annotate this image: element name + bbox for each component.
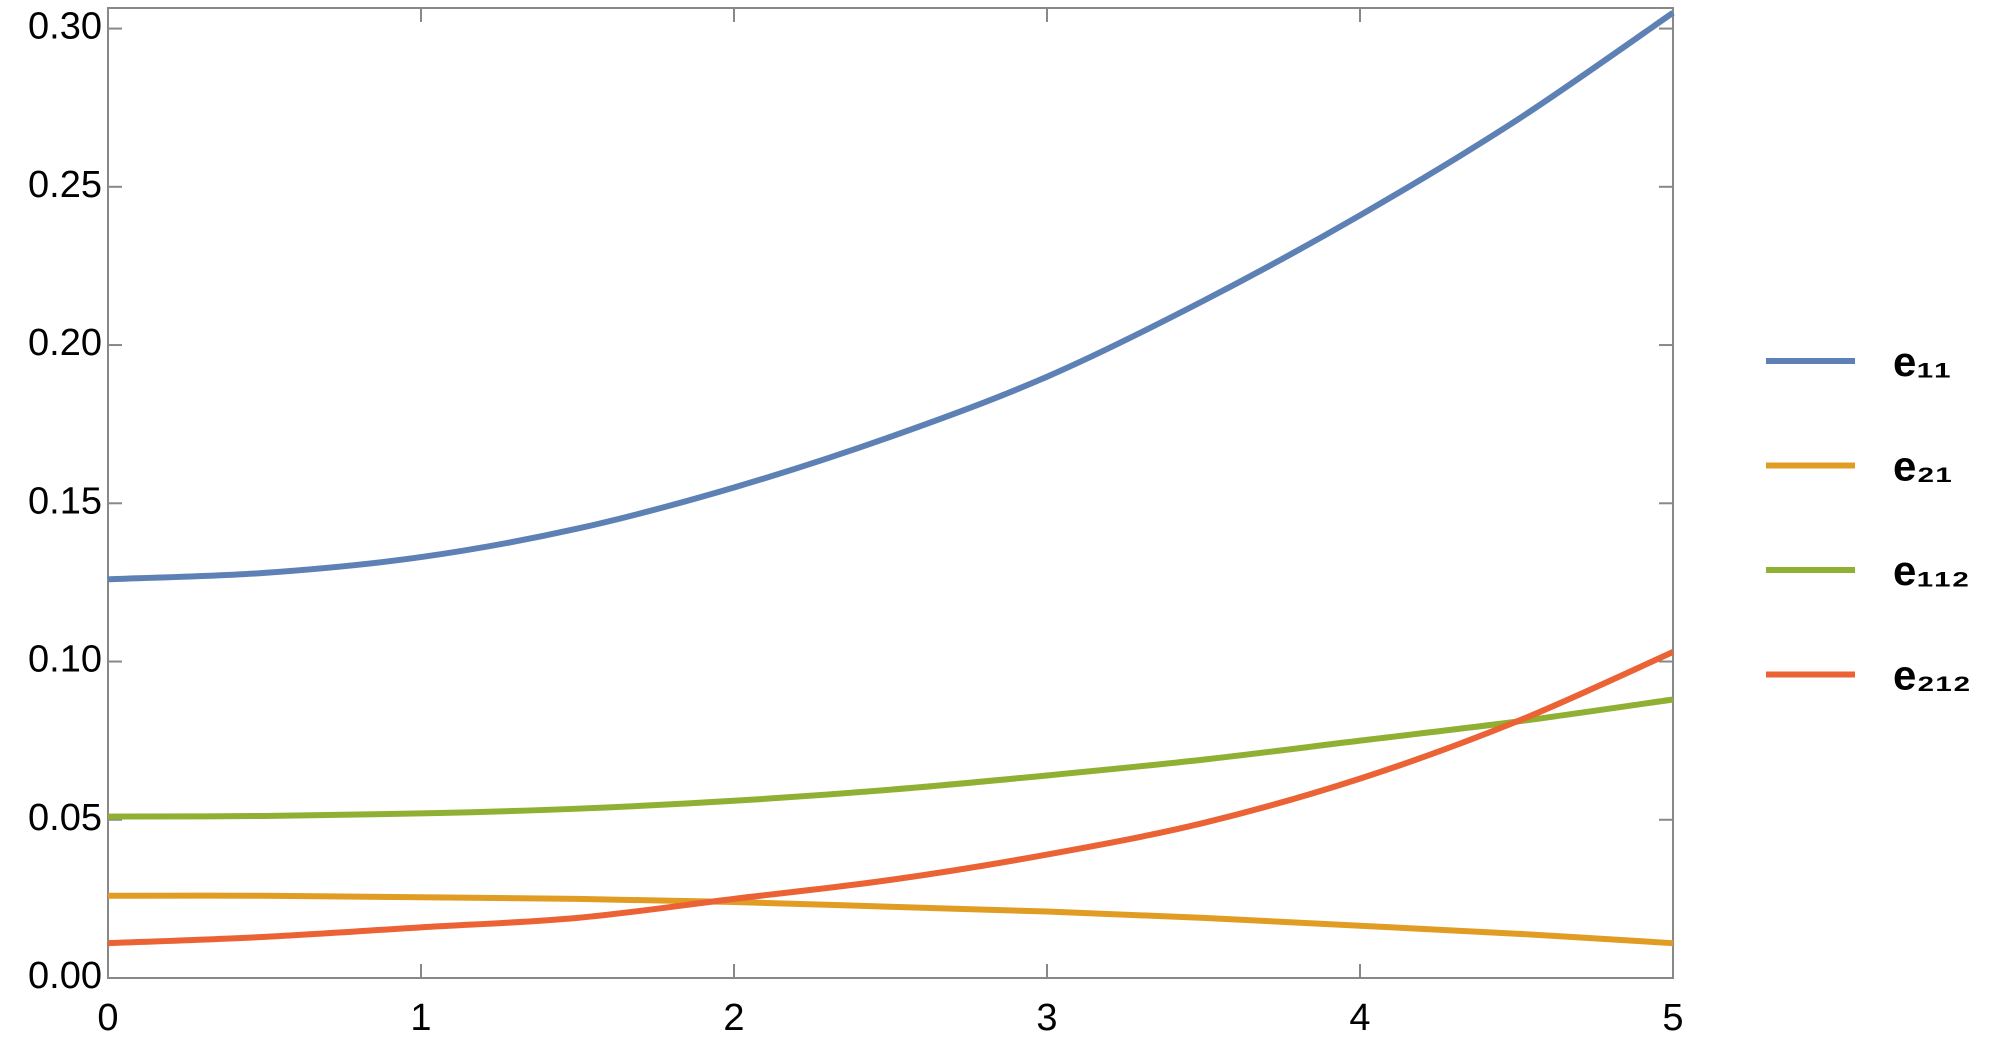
legend-label: e₁₁₂ bbox=[1893, 547, 1970, 594]
y-tick-label: 0.20 bbox=[28, 322, 102, 364]
x-tick-label: 1 bbox=[410, 997, 431, 1039]
x-tick-label: 4 bbox=[1349, 997, 1370, 1039]
y-tick-label: 0.25 bbox=[28, 164, 102, 206]
legend-label: e₁₁ bbox=[1893, 338, 1951, 385]
series-line bbox=[107, 696, 1674, 820]
y-tick-label: 0.30 bbox=[28, 6, 102, 48]
legend-label: e₂₁₂ bbox=[1893, 652, 1971, 699]
plot-frame bbox=[107, 7, 1674, 979]
y-tick-label: 0.15 bbox=[28, 480, 102, 522]
series-line bbox=[107, 649, 1675, 947]
x-tick-label: 2 bbox=[723, 997, 744, 1039]
y-tick-label: 0.05 bbox=[28, 797, 102, 839]
series-line bbox=[107, 892, 1674, 947]
x-tick-label: 5 bbox=[1662, 997, 1683, 1039]
x-tick-label: 0 bbox=[97, 997, 118, 1039]
y-tick-label: 0.10 bbox=[28, 639, 102, 681]
x-tick-label: 3 bbox=[1036, 997, 1057, 1039]
y-tick-label: 0.00 bbox=[28, 955, 102, 997]
legend-label: e₂₁ bbox=[1893, 443, 1952, 490]
series-line bbox=[107, 10, 1675, 583]
